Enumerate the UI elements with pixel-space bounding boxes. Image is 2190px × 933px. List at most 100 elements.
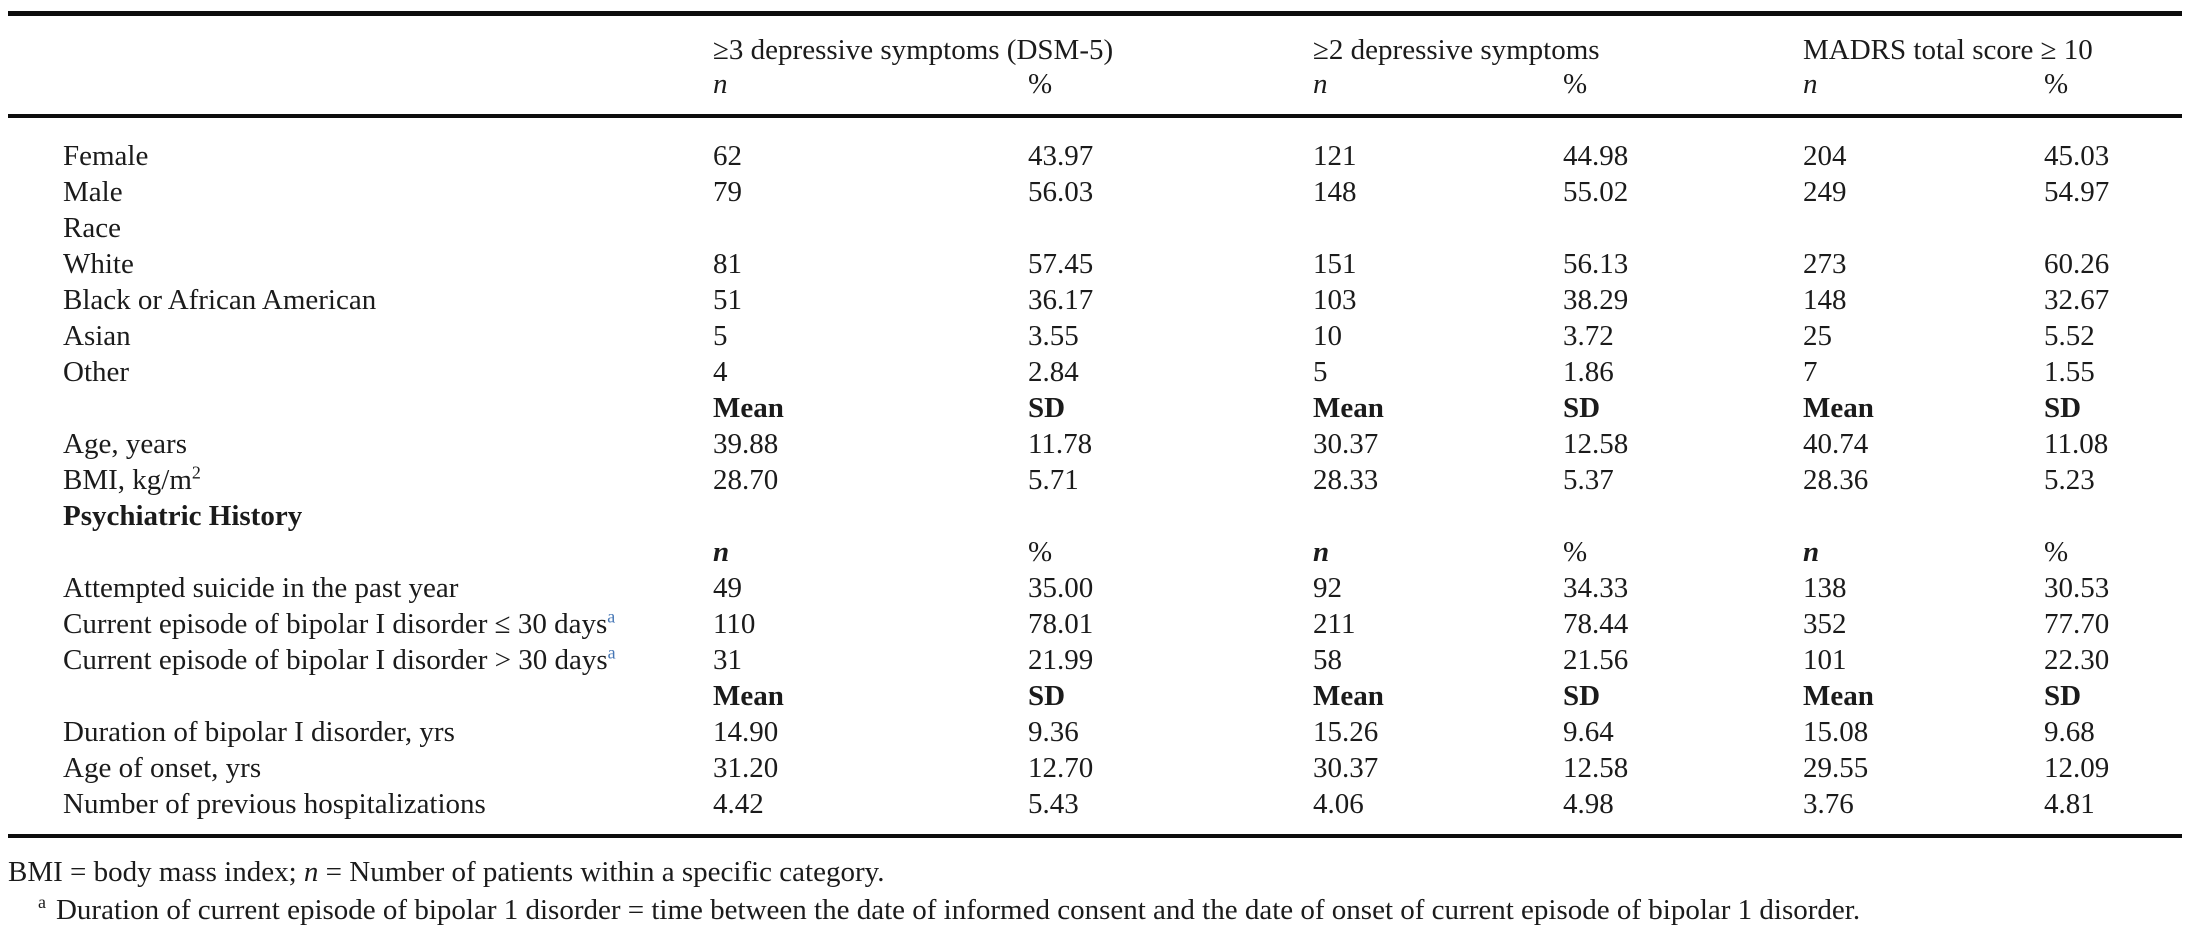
table-row: Mean SD Mean SD Mean SD xyxy=(8,678,2182,714)
cell-value xyxy=(713,498,1028,534)
cell-value: 103 xyxy=(1313,284,1357,316)
row-label: Race xyxy=(63,212,121,244)
cell-value: 110 xyxy=(713,608,756,640)
cell-value: 30.37 xyxy=(1313,752,1379,784)
cell-value: 5.52 xyxy=(2044,320,2095,352)
cell-value xyxy=(1563,210,1803,246)
cell-value: 45.03 xyxy=(2044,140,2110,172)
cell-value: SD xyxy=(1563,392,1601,424)
footnote-a: a Duration of current episode of bipolar … xyxy=(8,891,2182,929)
cell-value: 54.97 xyxy=(2044,176,2110,208)
table-row: Duration of bipolar I disorder, yrs 14.90… xyxy=(8,714,2182,750)
table-row: Current episode of bipolar I disorder > … xyxy=(8,642,2182,678)
row-label: Age, years xyxy=(63,428,188,460)
cell-value: 11.08 xyxy=(2044,428,2109,460)
cell-value: Mean xyxy=(1313,392,1384,424)
cell-value: 60.26 xyxy=(2044,248,2110,280)
cell-value: 5.43 xyxy=(1028,788,1079,820)
group-header-madrs: MADRS total score ≥ 10 xyxy=(1803,34,2093,66)
footnote-marker: 2 xyxy=(191,462,201,483)
cell-value: 56.13 xyxy=(1563,248,1629,280)
subheader-n: n xyxy=(1313,67,1564,118)
group-header-row: ≥3 depressive symptoms (DSM-5) ≥2 depres… xyxy=(8,14,2182,68)
cell-value: n xyxy=(1803,536,1820,568)
row-label: Male xyxy=(63,176,123,208)
cell-value: 121 xyxy=(1313,140,1357,172)
subheader-pct: % xyxy=(1563,67,1804,118)
cell-value: 4.42 xyxy=(713,788,764,820)
cell-value: 15.08 xyxy=(1803,716,1869,748)
cell-value: 29.55 xyxy=(1803,752,1869,784)
row-label: Duration of bipolar I disorder, yrs xyxy=(63,716,455,748)
cell-value: 15.26 xyxy=(1313,716,1379,748)
cell-value: 2.84 xyxy=(1028,356,1079,388)
cell-value: % xyxy=(1028,536,1053,568)
cell-value: 352 xyxy=(1803,608,1847,640)
header-corner-cell xyxy=(8,14,713,68)
table-row: Race xyxy=(8,210,2182,246)
cell-value: 1.55 xyxy=(2044,356,2095,388)
footnote-marker: a xyxy=(607,642,616,663)
row-label: Black or African American xyxy=(63,284,377,316)
cell-value: 28.36 xyxy=(1803,464,1869,496)
cell-value: 78.01 xyxy=(1028,608,1094,640)
table-row: Black or African American 51 36.17 103 38.29… xyxy=(8,282,2182,318)
subheader-n: n xyxy=(713,67,1028,118)
cell-value: 9.36 xyxy=(1028,716,1079,748)
cell-value: 148 xyxy=(1313,176,1357,208)
n-label: n xyxy=(1313,68,1328,100)
cell-value: n xyxy=(713,536,730,568)
cell-value xyxy=(1563,498,1803,534)
cell-value: SD xyxy=(2044,392,2082,424)
row-label xyxy=(8,678,713,714)
cell-value: 1.86 xyxy=(1563,356,1614,388)
cell-value: 3.76 xyxy=(1803,788,1854,820)
cell-value: 4 xyxy=(713,356,728,388)
cell-value: 21.99 xyxy=(1028,644,1094,676)
baseline-characteristics-table: ≥3 depressive symptoms (DSM-5) ≥2 depres… xyxy=(8,11,2183,838)
cell-value: % xyxy=(1563,536,1588,568)
cell-value: Mean xyxy=(1803,392,1874,424)
cell-value: SD xyxy=(2044,680,2082,712)
table-row: Male 79 56.03 148 55.02 249 54.97 xyxy=(8,174,2182,210)
row-label xyxy=(8,390,713,426)
row-label: White xyxy=(63,248,134,280)
row-label: Current episode of bipolar I disorder > … xyxy=(63,642,616,676)
table-row: White 81 57.45 151 56.13 273 60.26 xyxy=(8,246,2182,282)
cell-value: 249 xyxy=(1803,176,1847,208)
cell-value: 12.58 xyxy=(1563,428,1629,460)
cell-value: 5.71 xyxy=(1028,464,1079,496)
cell-value: Mean xyxy=(1313,680,1384,712)
cell-value: 55.02 xyxy=(1563,176,1629,208)
subheader-pct: % xyxy=(2044,67,2183,118)
n-label: n xyxy=(1803,68,1818,100)
table-row: n% n% n% xyxy=(8,534,2182,570)
cell-value: % xyxy=(2044,536,2069,568)
cell-value: 148 xyxy=(1803,284,1847,316)
footnote-abbrev-post: = Number of patients within a specific c… xyxy=(318,856,885,888)
table-row: BMI, kg/m2 28.70 5.71 28.33 5.37 28.36 5.23 xyxy=(8,462,2182,498)
row-label: Age of onset, yrs xyxy=(63,752,262,784)
table-row: Number of previous hospitalizations 4.42 5… xyxy=(8,786,2182,836)
table-row: Asian 5 3.55 10 3.72 25 5.52 xyxy=(8,318,2182,354)
cell-value: 25 xyxy=(1803,320,1833,352)
cell-value: 22.30 xyxy=(2044,644,2110,676)
cell-value: 44.98 xyxy=(1563,140,1629,172)
cell-value: 101 xyxy=(1803,644,1847,676)
cell-value xyxy=(713,210,1028,246)
footnotes: BMI = body mass index; n = Number of pat… xyxy=(8,853,2182,929)
row-label: Number of previous hospitalizations xyxy=(63,788,486,820)
cell-value: 31.20 xyxy=(713,752,779,784)
cell-value: Mean xyxy=(1803,680,1874,712)
cell-value: 92 xyxy=(1313,572,1343,604)
footnote-abbrev-pre: BMI = body mass index; xyxy=(8,856,304,888)
row-label: Other xyxy=(63,356,130,388)
cell-value: 3.55 xyxy=(1028,320,1079,352)
cell-value: 21.56 xyxy=(1563,644,1629,676)
cell-value: 7 xyxy=(1803,356,1818,388)
cell-value: SD xyxy=(1028,392,1066,424)
row-label: Attempted suicide in the past year xyxy=(63,572,459,604)
cell-value xyxy=(1028,210,1313,246)
cell-value: 51 xyxy=(713,284,742,316)
cell-value: 4.98 xyxy=(1563,788,1614,820)
